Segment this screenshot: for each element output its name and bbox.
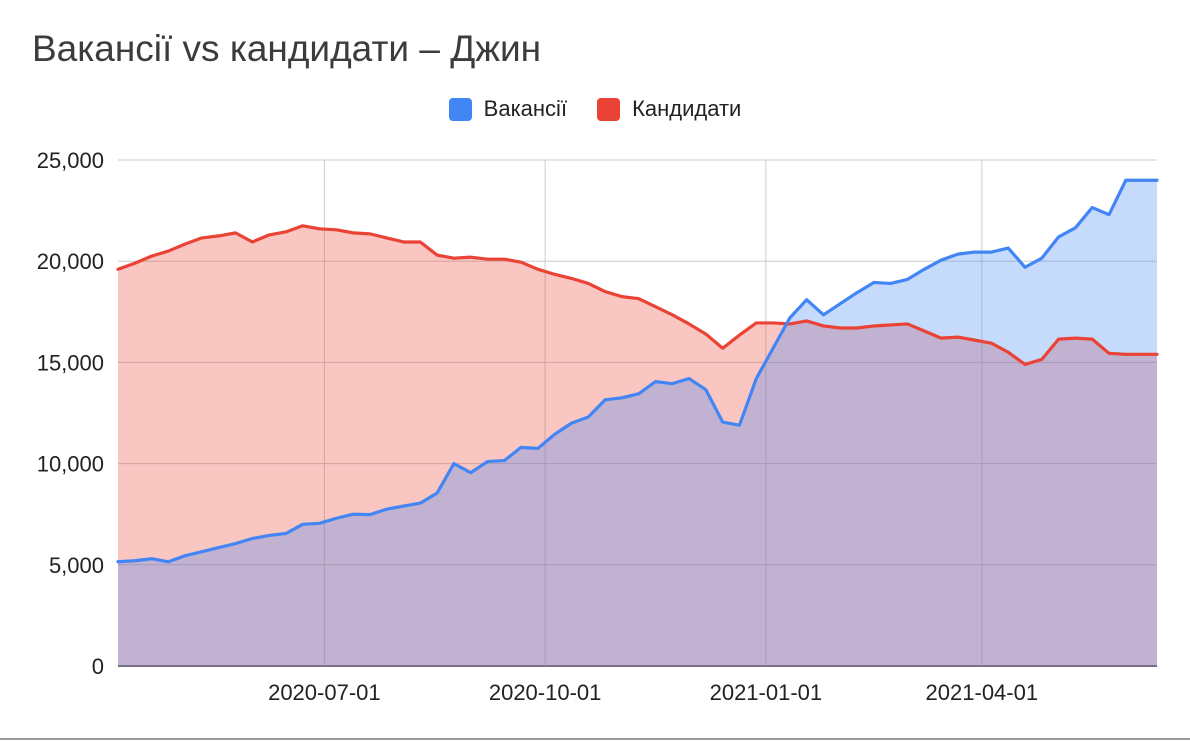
area-vacancies [118, 180, 1157, 667]
x-tick-label: 2021-04-01 [926, 680, 1039, 705]
legend-label-vacancies: Вакансії [483, 96, 568, 121]
line-candidates [116, 224, 1159, 367]
legend-swatch-vacancies [448, 97, 472, 121]
legend-swatch-candidates [597, 97, 621, 121]
line-vacancies [116, 178, 1159, 564]
legend-item-vacancies[interactable]: Вакансії [448, 96, 568, 122]
y-tick-label: 10,000 [37, 452, 104, 477]
legend-label-candidates: Кандидати [632, 96, 742, 121]
x-tick-label: 2021-01-01 [710, 680, 823, 705]
y-tick-label: 0 [92, 654, 104, 679]
x-tick-label: 2020-10-01 [489, 680, 602, 705]
y-tick-label: 20,000 [37, 249, 104, 274]
legend-item-candidates[interactable]: Кандидати [597, 96, 741, 122]
area-candidates [118, 225, 1157, 666]
y-tick-label: 5,000 [49, 553, 104, 578]
bottom-divider [0, 738, 1190, 740]
x-tick-label: 2020-07-01 [268, 680, 381, 705]
y-tick-label: 15,000 [37, 350, 104, 375]
y-tick-label: 25,000 [37, 148, 104, 173]
legend: Вакансії Кандидати [0, 96, 1190, 122]
chart-title: Вакансії vs кандидати – Джин [32, 28, 542, 69]
